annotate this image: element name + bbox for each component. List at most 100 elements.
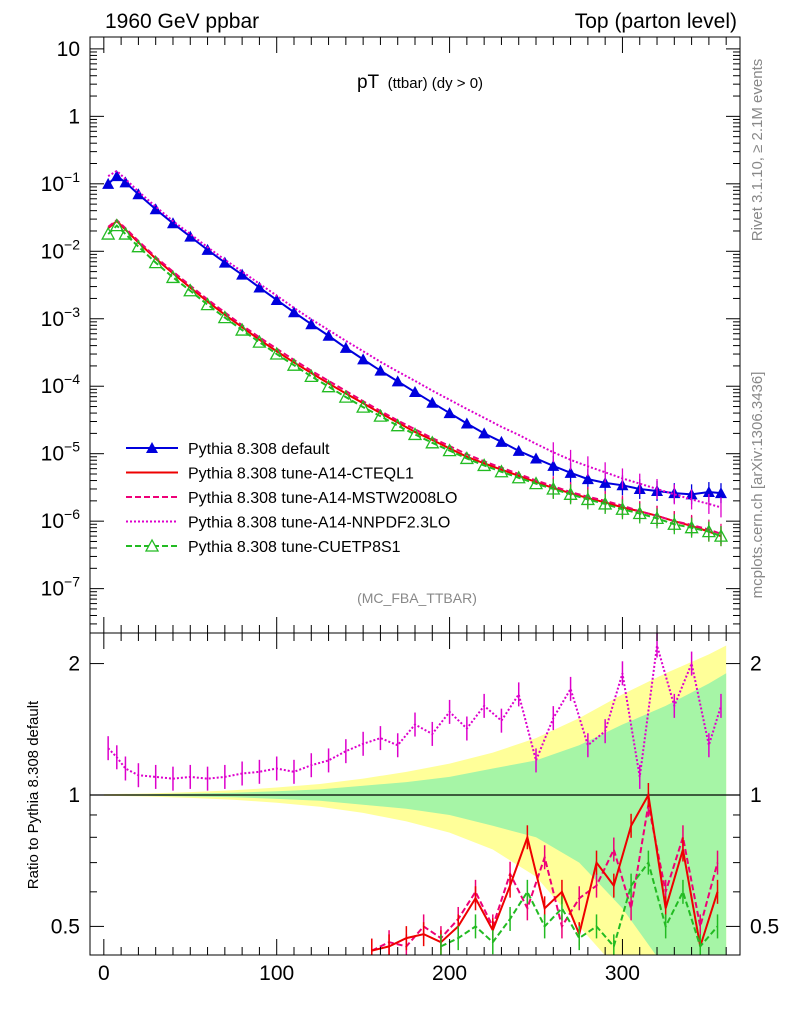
point-marker [253, 281, 266, 293]
y-tick-exponent: −5 [64, 439, 80, 455]
point-marker [426, 396, 439, 408]
analysis-id: (MC_FBA_TTBAR) [357, 590, 477, 606]
legend-label: Pythia 8.308 tune-CUETP8S1 [188, 539, 401, 556]
series-3 [107, 169, 722, 518]
point-marker [322, 329, 335, 341]
point-marker [713, 528, 729, 542]
y-tick-base: 10 [41, 308, 64, 331]
legend-label: Pythia 8.308 tune-A14-CTEQL1 [188, 466, 414, 483]
point-marker [459, 451, 474, 465]
point-marker [581, 473, 594, 485]
y-tick-base: 10 [41, 173, 64, 196]
series-line [107, 219, 722, 538]
legend-marker [146, 442, 158, 453]
point-marker [165, 270, 181, 284]
point-marker [373, 408, 388, 422]
point-marker [477, 458, 492, 472]
plot-title-main: pT [357, 72, 380, 93]
point-marker [701, 524, 716, 538]
ratio-y-tick-label-right: 0.5 [750, 915, 779, 938]
ratio-y-tick-label: 0.5 [51, 915, 80, 938]
point-marker [615, 501, 630, 515]
ratio-series-3 [440, 860, 719, 949]
point-marker [217, 310, 232, 324]
x-tick-label: 0 [98, 962, 110, 985]
ratio-panel-data [90, 633, 740, 955]
series-0 [102, 170, 727, 505]
header-left: 1960 GeV ppbar [105, 10, 259, 33]
point-marker [356, 399, 371, 413]
point-marker [304, 369, 319, 383]
point-marker [714, 487, 727, 499]
point-marker [667, 516, 682, 530]
point-marker [131, 239, 146, 253]
y-tick-label: 10−6 [41, 506, 81, 533]
point-marker [218, 256, 231, 268]
point-marker [442, 443, 457, 457]
y-tick-label: 10−1 [41, 169, 81, 196]
y-tick-exponent: −6 [64, 506, 80, 522]
point-marker [236, 268, 249, 280]
y-tick-exponent: −2 [64, 236, 80, 252]
series-4 [101, 218, 729, 547]
side-rivet-label: Rivet 3.1.10, ≥ 2.1M events [749, 59, 766, 242]
point-marker [391, 375, 404, 387]
ratio-y-tick-label: 1 [68, 784, 80, 807]
plot-title-sub: (ttbar) (dy > 0) [388, 75, 483, 92]
y-tick-label: 10−4 [41, 371, 81, 398]
point-marker [270, 293, 283, 305]
inner-uncertainty-band [103, 673, 727, 955]
top-panel-data [101, 169, 729, 547]
point-marker [338, 389, 353, 403]
ratio-y-axis-label: Ratio to Pythia 8.308 default [25, 700, 42, 889]
point-marker [252, 334, 267, 348]
point-marker [110, 170, 123, 182]
legend-label: Pythia 8.308 tune-A14-MSTW2008LO [188, 490, 457, 507]
series-line [107, 169, 722, 509]
point-marker [409, 386, 421, 398]
y-tick-label: 10−7 [41, 574, 81, 601]
ratio-y-tick-label: 2 [68, 653, 80, 676]
legend-entry-0: Pythia 8.308 default [126, 441, 330, 458]
point-marker [119, 176, 132, 188]
legend-entry-4: Pythia 8.308 tune-CUETP8S1 [126, 538, 401, 556]
point-marker [547, 459, 560, 471]
point-marker [530, 452, 543, 464]
point-marker [598, 496, 613, 510]
point-marker [339, 341, 352, 353]
point-marker [564, 466, 577, 478]
side-mcplots-label: mcplots.cern.ch [arXiv:1306.3436] [749, 372, 766, 599]
ratio-y-tick-label-right: 1 [750, 784, 762, 807]
y-tick-exponent: −3 [64, 304, 80, 320]
point-marker [599, 476, 612, 488]
y-tick-base: 10 [41, 510, 64, 533]
point-marker [407, 427, 423, 441]
point-marker [512, 444, 525, 456]
point-marker [546, 481, 561, 495]
point-marker [149, 203, 162, 215]
point-marker [235, 322, 250, 336]
y-tick-base: 10 [41, 443, 64, 466]
point-marker [580, 492, 595, 506]
point-marker [183, 283, 198, 297]
point-marker [494, 464, 509, 478]
legend: Pythia 8.308 default Pythia 8.308 tune-A1… [126, 441, 457, 556]
legend-marker [144, 538, 160, 552]
y-tick-label: 1 [68, 105, 80, 128]
y-tick-label: 10−5 [41, 439, 81, 466]
point-marker [528, 476, 544, 490]
y-tick-label: 10 [57, 38, 80, 61]
point-marker [305, 318, 318, 330]
point-marker [425, 435, 440, 449]
ratio-series-0 [107, 645, 722, 780]
point-marker [460, 417, 473, 429]
point-marker [166, 217, 179, 229]
y-tick-exponent: −4 [64, 371, 80, 387]
point-marker [269, 346, 284, 360]
y-tick-label: 10−2 [41, 236, 81, 263]
point-marker [632, 506, 647, 520]
point-marker [443, 407, 456, 419]
point-marker [390, 418, 405, 432]
